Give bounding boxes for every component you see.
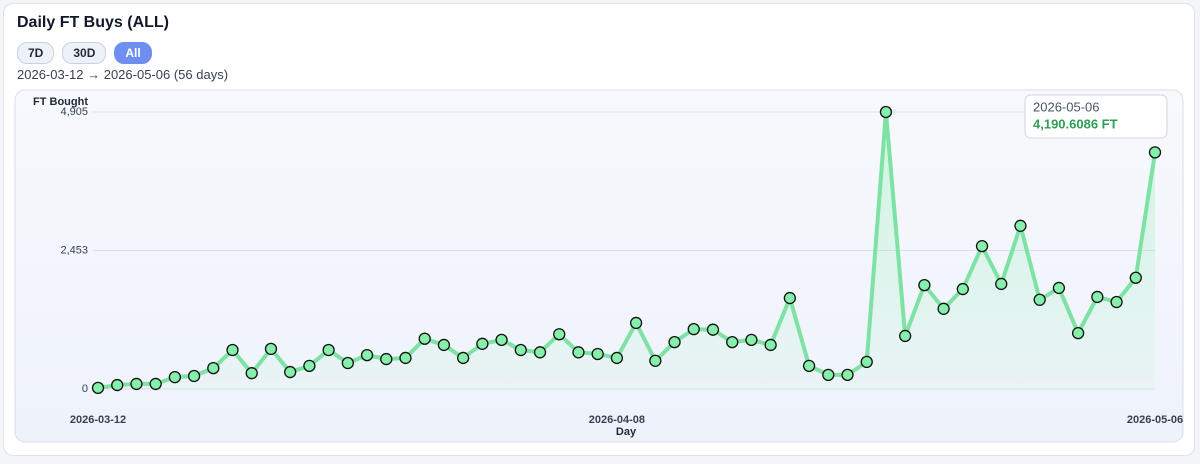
point [899, 329, 912, 343]
date-range: 2026-03-12 → 2026-05-06 (56 days) [17, 67, 229, 82]
point [706, 323, 720, 336]
point [149, 377, 162, 391]
point [687, 322, 700, 336]
x-axis-label: Day [616, 426, 637, 438]
tooltip-title: 2026-05-06 [1033, 99, 1100, 114]
point [476, 337, 489, 350]
point [995, 277, 1008, 291]
point [533, 346, 547, 359]
point [322, 343, 335, 357]
point [91, 381, 105, 395]
point [187, 369, 201, 383]
point [399, 351, 412, 365]
range-button[interactable]: 30D [62, 42, 107, 64]
point [591, 347, 604, 361]
point [1071, 326, 1085, 340]
y-tick-label: 0 [82, 383, 88, 395]
x-tick-label: 2026-03-12 [70, 414, 126, 426]
range-button[interactable]: 7D [17, 42, 55, 64]
point [207, 361, 220, 375]
point [1052, 281, 1066, 295]
y-tick-label: 4,905 [60, 106, 88, 118]
point [437, 338, 451, 352]
point [553, 328, 566, 341]
point [226, 343, 239, 357]
point [841, 368, 854, 382]
y-tick-label: 2,453 [60, 244, 88, 256]
point [860, 355, 873, 369]
point [918, 278, 931, 292]
point [649, 354, 662, 367]
tooltip-value: 4,190.6086 FT [1033, 116, 1118, 131]
point [629, 316, 643, 330]
point [975, 239, 989, 253]
point [514, 343, 527, 357]
point [360, 348, 374, 362]
point [1014, 219, 1027, 232]
point [956, 282, 969, 296]
point [418, 332, 431, 345]
point [783, 291, 797, 305]
point [572, 346, 585, 359]
point [168, 370, 182, 384]
chart-title: Daily FT Buys (ALL) [17, 14, 170, 31]
point [726, 335, 739, 349]
point [610, 351, 624, 365]
tooltip-box [1024, 94, 1168, 139]
point [822, 368, 835, 382]
point [130, 377, 143, 391]
point [1148, 146, 1162, 159]
tooltip: 2026-05-06 4,190.6086 FT [1024, 94, 1168, 139]
point [245, 367, 258, 380]
y-axis-label: FT Bought [33, 96, 88, 108]
point [937, 302, 950, 315]
range-button[interactable]: All [114, 42, 152, 64]
point [495, 333, 508, 347]
point [764, 338, 777, 352]
x-tick-label: 2026-05-06 [1127, 414, 1183, 426]
x-tick-label: 2026-04-08 [589, 414, 645, 426]
point [111, 378, 124, 392]
point [1091, 290, 1104, 304]
point [264, 342, 278, 356]
point [879, 105, 893, 119]
point [745, 333, 758, 347]
point [456, 351, 470, 365]
point [1110, 295, 1123, 309]
range-buttons: 7D 30D All [17, 42, 152, 64]
point [303, 359, 316, 372]
point [341, 356, 354, 370]
point [284, 365, 297, 379]
point [380, 352, 393, 366]
point [1129, 271, 1142, 284]
point [1033, 293, 1046, 306]
point [668, 335, 681, 349]
point [802, 359, 816, 372]
